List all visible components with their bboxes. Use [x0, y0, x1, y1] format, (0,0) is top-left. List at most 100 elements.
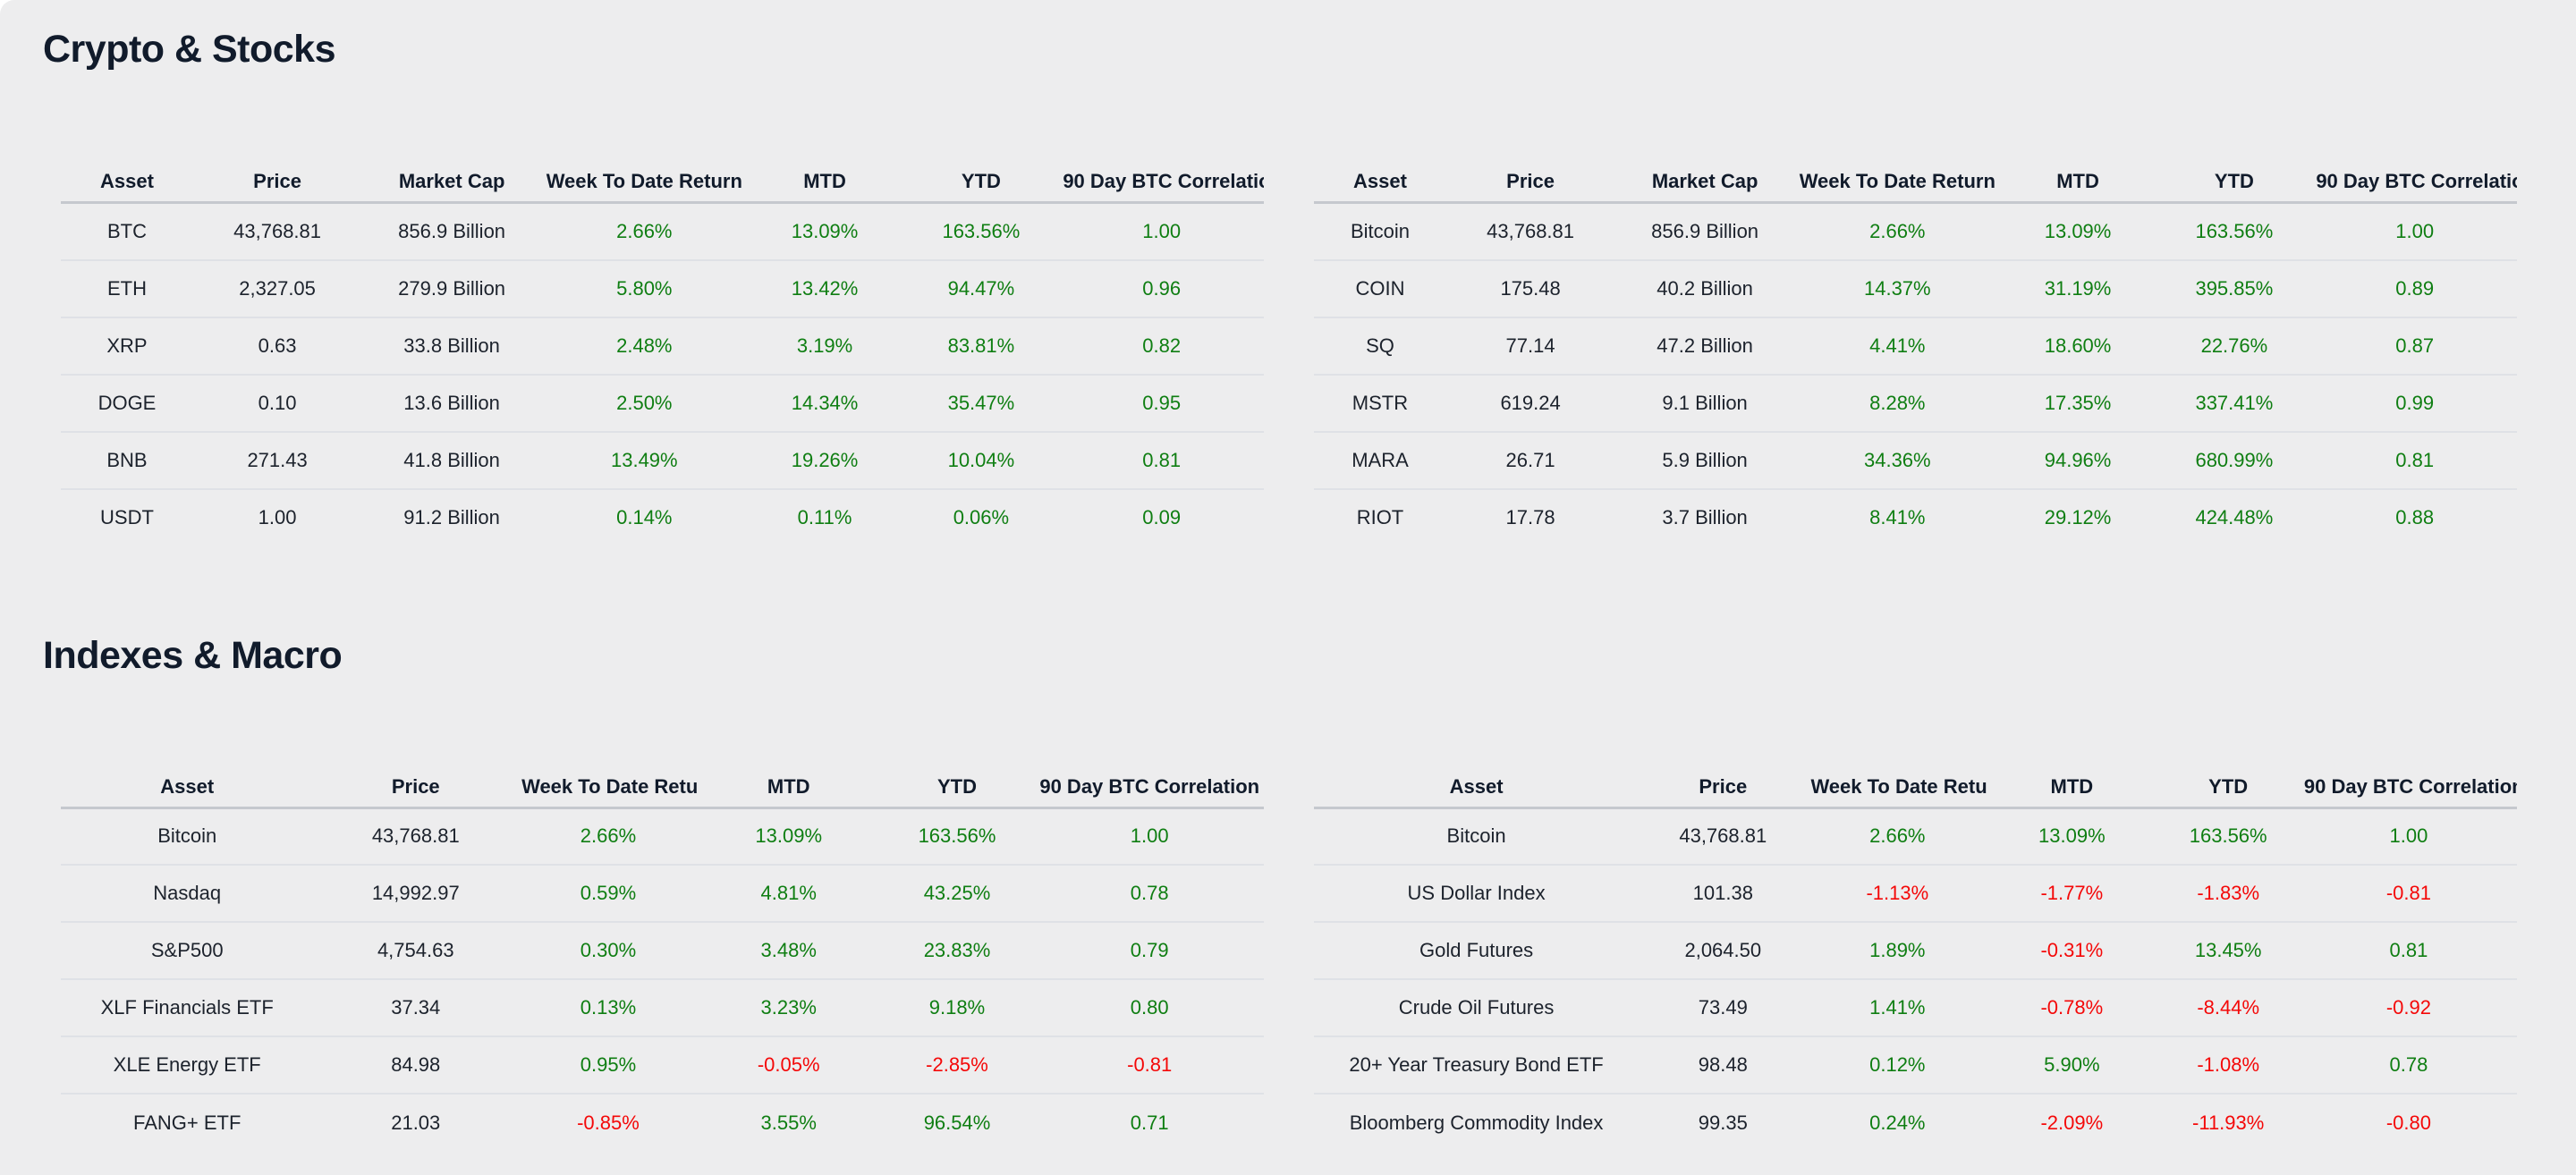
- cell-mtd: -0.31%: [1987, 922, 2157, 980]
- cell-week-to-date-return: -1.13%: [1807, 865, 1988, 923]
- cell-asset: FANG+ ETF: [133, 1111, 242, 1134]
- header-mtd: MTD: [1999, 170, 2157, 204]
- cell-market-cap: 91.2 Billion: [403, 506, 500, 528]
- cell-price: 21.03: [391, 1111, 441, 1134]
- section-title-crypto-stocks: Crypto & Stocks: [43, 28, 336, 71]
- cell-ytd: 10.04%: [902, 431, 1060, 490]
- cell-ytd: -2.85%: [878, 1036, 1036, 1095]
- cell-asset: Nasdaq: [61, 865, 314, 923]
- cell-week-to-date-return: 4.41%: [1794, 317, 2000, 376]
- section-title-indexes-macro: Indexes & Macro: [43, 633, 343, 677]
- cell-price: 77.14: [1445, 317, 1615, 376]
- cell-week-to-date-return: 2.48%: [541, 317, 747, 376]
- cell-week-to-date-return: 0.95%: [518, 1036, 699, 1095]
- cell-price: 2,064.50: [1639, 922, 1808, 980]
- header-90-day-btc-correlation: 90 Day BTC Correlation: [2300, 774, 2517, 809]
- cell-mtd: 13.09%: [1987, 807, 2157, 866]
- header-mtd: MTD: [698, 774, 879, 809]
- header-asset: Asset: [61, 774, 314, 809]
- cell-mtd: 94.96%: [1999, 431, 2157, 490]
- cell-ytd: 337.41%: [2156, 374, 2313, 433]
- cell-week-to-date-return: 1.41%: [1807, 979, 1988, 1037]
- cell-price: 43,768.81: [192, 202, 362, 261]
- cell-mtd: 3.55%: [760, 1111, 817, 1134]
- cell-week-to-date-return: 0.59%: [518, 865, 699, 923]
- cell-90-day-btc-correlation: 0.81: [1059, 431, 1264, 490]
- market-dashboard: Crypto & Stocks Asset Price Market Cap Week…: [0, 28, 2576, 1152]
- cell-market-cap: 5.9 Billion: [1614, 431, 1795, 490]
- cell-ytd: 395.85%: [2156, 259, 2313, 318]
- section-crypto-stocks: Crypto & Stocks Asset Price Market Cap Week…: [0, 28, 2576, 546]
- cell-market-cap: 47.2 Billion: [1614, 317, 1795, 376]
- header-90-day-btc-correlation: 90 Day BTC Correlation: [1059, 170, 1264, 204]
- header-price: Price: [192, 170, 362, 204]
- cell-price: 73.49: [1639, 979, 1808, 1037]
- cell-mtd: 17.35%: [1999, 374, 2157, 433]
- cell-ytd: 163.56%: [2156, 807, 2301, 866]
- table-row: XLF Financials ETF 37.34 0.13% 3.23% 9.18% 0.…: [61, 979, 1264, 1037]
- header-90-day-btc-correlation: 90 Day BTC Correlation: [1035, 774, 1264, 809]
- cell-asset: XRP: [61, 317, 193, 376]
- table-row: RIOT 17.78 3.7 Billion 8.41% 29.12% 424.48% 0.…: [1314, 489, 2517, 546]
- cell-90-day-btc-correlation: 1.00: [1035, 807, 1264, 866]
- header-ytd: YTD: [878, 774, 1036, 809]
- cell-90-day-btc-correlation: 0.96: [1059, 259, 1264, 318]
- cell-ytd: 43.25%: [878, 865, 1036, 923]
- indexes-macro-tables: Asset Price Week To Date Return MTD YTD 90 Da…: [61, 774, 2517, 1152]
- cell-week-to-date-return: 8.41%: [1869, 506, 1926, 528]
- table-row: XRP 0.63 33.8 Billion 2.48% 3.19% 83.81% 0.82: [61, 317, 1264, 376]
- header-price: Price: [1445, 170, 1615, 204]
- table-row: BNB 271.43 41.8 Billion 13.49% 19.26% 10.04% 0…: [61, 431, 1264, 490]
- cell-price: 84.98: [313, 1036, 519, 1095]
- cell-market-cap: 856.9 Billion: [1614, 202, 1795, 261]
- cell-asset: Bloomberg Commodity Index: [1349, 1111, 1604, 1134]
- cell-week-to-date-return: 14.37%: [1794, 259, 2000, 318]
- cell-mtd: -0.05%: [698, 1036, 879, 1095]
- cell-mtd: 5.90%: [1987, 1036, 2157, 1095]
- cell-ytd: 9.18%: [878, 979, 1036, 1037]
- header-mtd: MTD: [1987, 774, 2157, 809]
- cell-90-day-btc-correlation: 0.09: [1142, 506, 1182, 528]
- cell-asset: SQ: [1314, 317, 1446, 376]
- cell-asset: Bitcoin: [61, 807, 314, 866]
- cell-asset: S&P500: [61, 922, 314, 980]
- header-row: Asset Price Week To Date Return MTD YTD 90 Da…: [61, 774, 1264, 809]
- cell-mtd: 13.09%: [746, 202, 903, 261]
- cell-week-to-date-return: 2.66%: [541, 202, 747, 261]
- cell-market-cap: 856.9 Billion: [361, 202, 542, 261]
- cell-ytd: -1.08%: [2156, 1036, 2301, 1095]
- cell-price: 271.43: [192, 431, 362, 490]
- cell-mtd: 13.42%: [746, 259, 903, 318]
- cell-market-cap: 13.6 Billion: [361, 374, 542, 433]
- cell-ytd: -1.83%: [2156, 865, 2301, 923]
- cell-ytd: 0.06%: [953, 506, 1010, 528]
- cell-90-day-btc-correlation: 1.00: [2312, 202, 2517, 261]
- cell-asset: DOGE: [61, 374, 193, 433]
- stocks-table: Asset Price Market Cap Week To Date Return M…: [1314, 170, 2517, 546]
- cell-price: 4,754.63: [313, 922, 519, 980]
- cell-asset: USDT: [100, 506, 154, 528]
- header-asset: Asset: [1314, 774, 1640, 809]
- cell-price: 37.34: [313, 979, 519, 1037]
- header-ytd: YTD: [2156, 774, 2301, 809]
- cell-asset: BNB: [61, 431, 193, 490]
- cell-mtd: 3.48%: [698, 922, 879, 980]
- header-row: Asset Price Week To Date Return MTD YTD 90 Da…: [1314, 774, 2517, 809]
- cell-ytd: -8.44%: [2156, 979, 2301, 1037]
- cell-market-cap: 41.8 Billion: [361, 431, 542, 490]
- indexes-table: Asset Price Week To Date Return MTD YTD 90 Da…: [61, 774, 1264, 1152]
- header-row: Asset Price Market Cap Week To Date Return M…: [1314, 170, 2517, 204]
- cell-90-day-btc-correlation: 1.00: [2300, 807, 2517, 866]
- cell-mtd: 3.23%: [698, 979, 879, 1037]
- header-ytd: YTD: [2156, 170, 2313, 204]
- cell-week-to-date-return: 2.50%: [541, 374, 747, 433]
- cell-90-day-btc-correlation: -0.81: [1035, 1036, 1264, 1095]
- cell-week-to-date-return: 0.14%: [616, 506, 673, 528]
- header-90-day-btc-correlation: 90 Day BTC Correlation: [2312, 170, 2517, 204]
- header-price: Price: [1639, 774, 1808, 809]
- table-row: US Dollar Index 101.38 -1.13% -1.77% -1.83% -…: [1314, 865, 2517, 923]
- cell-market-cap: 3.7 Billion: [1662, 506, 1748, 528]
- cell-market-cap: 40.2 Billion: [1614, 259, 1795, 318]
- cell-90-day-btc-correlation: 0.88: [2395, 506, 2435, 528]
- cell-week-to-date-return: 2.66%: [518, 807, 699, 866]
